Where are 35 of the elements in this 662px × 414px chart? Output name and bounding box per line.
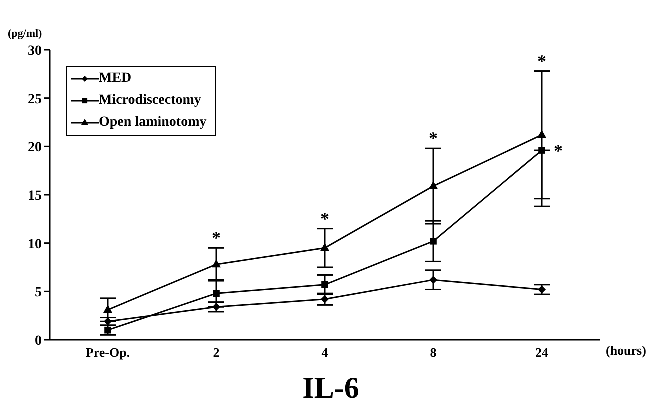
annotation: * bbox=[212, 228, 221, 248]
annotation: * bbox=[429, 128, 438, 149]
annotation: * bbox=[320, 208, 330, 229]
point bbox=[213, 290, 220, 297]
point bbox=[430, 276, 438, 284]
y-tick-label: 25 bbox=[28, 92, 42, 108]
text: IL-6 bbox=[302, 372, 360, 406]
x-axis-title: (hours) bbox=[606, 343, 646, 359]
point bbox=[430, 238, 437, 245]
point bbox=[320, 243, 330, 252]
legend-label: Microdiscectomy bbox=[99, 92, 202, 110]
legend-label: MED bbox=[99, 70, 132, 88]
y-tick-label: 0 bbox=[35, 334, 42, 349]
x-tick-label: 8 bbox=[430, 345, 438, 360]
y-tick-label: 10 bbox=[28, 237, 42, 252]
y-tick-label: 15 bbox=[28, 188, 42, 204]
annotation: * bbox=[538, 51, 546, 72]
point bbox=[212, 303, 220, 312]
point bbox=[212, 260, 221, 268]
annotation: * bbox=[554, 140, 563, 161]
y-tick-label: 5 bbox=[35, 286, 42, 301]
point bbox=[538, 130, 546, 138]
point bbox=[104, 305, 112, 314]
legend-label: Open laminotomy bbox=[99, 114, 207, 132]
x-tick-label: 4 bbox=[322, 345, 329, 360]
x-tick-label: 24 bbox=[536, 345, 549, 360]
point bbox=[538, 147, 546, 154]
x-tick-label: 2 bbox=[213, 345, 220, 360]
y-axis-title: (pg/ml) bbox=[8, 28, 42, 40]
x-tick-label: Pre-Op. bbox=[86, 345, 130, 360]
point bbox=[322, 282, 328, 288]
point bbox=[429, 181, 438, 190]
y-tick-label: 20 bbox=[28, 140, 42, 156]
point bbox=[538, 286, 546, 294]
y-tick-label: 30 bbox=[28, 44, 42, 59]
